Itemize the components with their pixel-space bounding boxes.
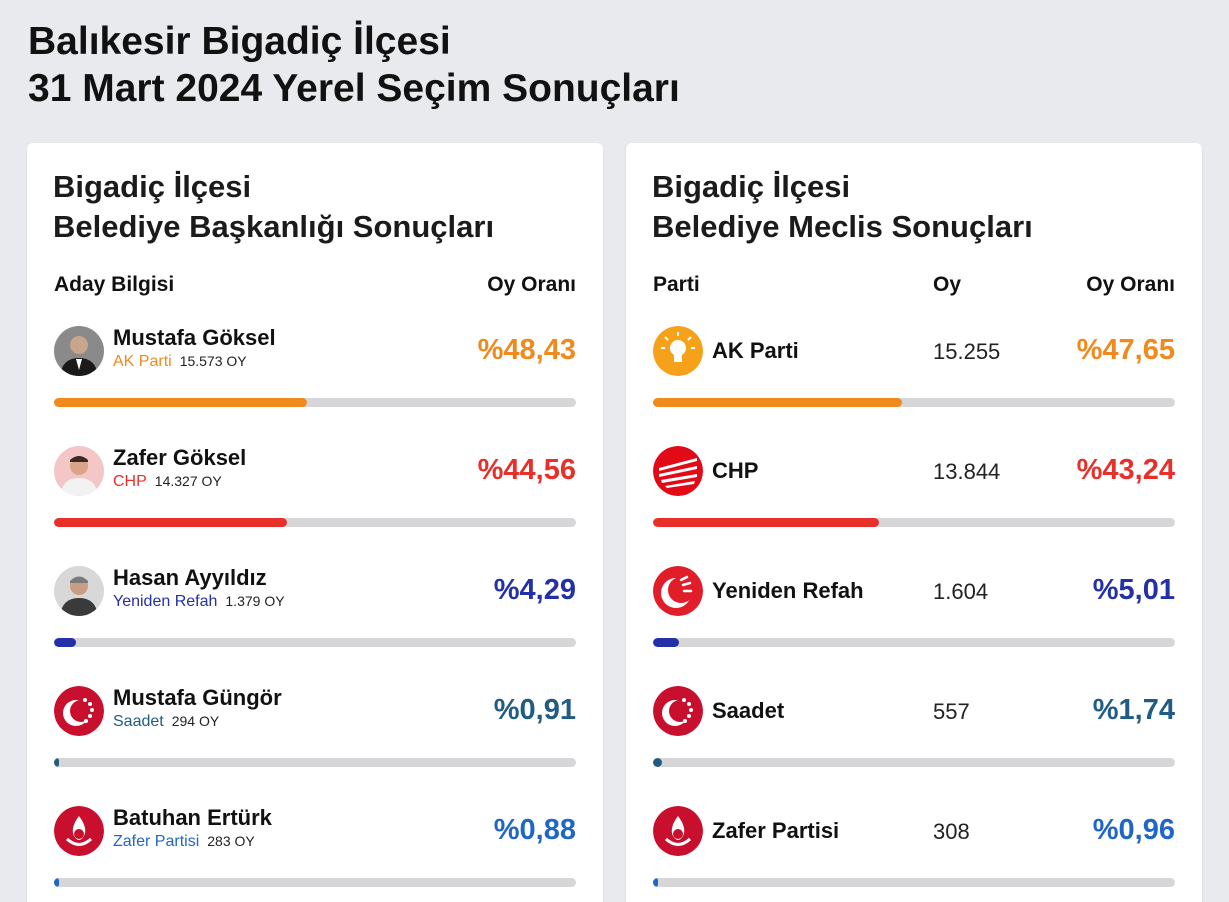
party-row[interactable]: AK Parti 15.255 %47,65 [626,326,1202,446]
party-percentage: %47,65 [1076,334,1175,366]
party-row[interactable]: Saadet 557 %1,74 [626,686,1202,806]
column-header-party: Parti [653,273,700,296]
vote-share-bar-fill [653,758,663,767]
vote-share-bar [653,398,1175,407]
candidate-subline: AK Parti 15.573 OY [113,353,247,371]
saadet-logo-icon [653,686,703,736]
candidate-photo [54,566,104,616]
council-card-title-line2: Belediye Meclis Sonuçları [652,209,1033,244]
vote-share-bar [54,518,576,527]
column-header-rate: Oy Oranı [1086,273,1175,296]
vote-share-bar [653,758,1175,767]
candidate-subline: CHP 14.327 OY [113,473,222,491]
mayor-results-card: Bigadiç İlçesi Belediye Başkanlığı Sonuç… [27,143,603,902]
candidate-name: Zafer Göksel [113,445,247,470]
candidate-subline: Yeniden Refah 1.379 OY [113,593,285,611]
candidate-photo [54,326,104,376]
page-title: Balıkesir Bigadiç İlçesi 31 Mart 2024 Ye… [28,18,680,112]
zafer-logo-icon [54,806,104,856]
party-name: Zafer Partisi [712,818,840,843]
candidate-row[interactable]: Zafer Göksel CHP 14.327 OY %44,56 [27,445,603,566]
candidate-row[interactable]: Mustafa Güngör Saadet 294 OY %0,91 [27,685,603,806]
vote-share-bar-fill [54,878,59,887]
council-card-title: Bigadiç İlçesi Belediye Meclis Sonuçları [652,167,1033,247]
vote-share-bar [54,878,576,887]
zafer-logo-icon [653,806,703,856]
candidate-party: CHP [113,473,147,490]
party-percentage: %5,01 [1092,574,1175,606]
candidate-party: Saadet [113,713,164,730]
party-percentage: %43,24 [1076,454,1175,486]
yenidenrefah-logo-icon [653,566,703,616]
saadet-logo-icon [54,686,104,736]
candidate-name: Batuhan Ertürk [113,805,272,830]
party-row[interactable]: Yeniden Refah 1.604 %5,01 [626,566,1202,686]
candidate-photo [54,446,104,496]
council-card-title-line1: Bigadiç İlçesi [652,169,851,204]
vote-share-bar [54,638,576,647]
party-vote-count: 15.255 [933,339,1001,364]
party-vote-count: 308 [933,819,970,844]
party-row[interactable]: CHP 13.844 %43,24 [626,446,1202,566]
vote-share-bar [653,518,1175,527]
mayor-card-title: Bigadiç İlçesi Belediye Başkanlığı Sonuç… [53,167,494,247]
candidate-name: Mustafa Güngör [113,685,282,710]
candidate-percentage: %0,88 [493,814,576,846]
candidate-party: AK Parti [113,353,172,370]
candidate-subline: Saadet 294 OY [113,713,219,731]
party-vote-count: 1.604 [933,579,989,604]
vote-share-bar [54,758,576,767]
candidate-row[interactable]: Mustafa Göksel AK Parti 15.573 OY %48,43 [27,325,603,446]
vote-share-bar [653,638,1175,647]
vote-share-bar-fill [54,398,307,407]
candidate-votes: 1.379 OY [225,593,285,609]
candidate-percentage: %44,56 [477,454,576,486]
vote-share-bar [54,398,576,407]
vote-share-bar-fill [653,398,902,407]
candidate-row[interactable]: Hasan Ayyıldız Yeniden Refah 1.379 OY %4,… [27,565,603,686]
column-header-rate: Oy Oranı [487,273,576,296]
candidate-percentage: %0,91 [493,694,576,726]
candidate-name: Mustafa Göksel [113,325,276,350]
vote-share-bar-fill [54,518,287,527]
party-name: AK Parti [712,338,799,363]
party-vote-count: 557 [933,699,970,724]
vote-share-bar-fill [653,518,879,527]
vote-share-bar-fill [653,878,658,887]
party-percentage: %1,74 [1092,694,1175,726]
vote-share-bar-fill [653,638,680,647]
candidate-party: Yeniden Refah [113,593,218,610]
party-name: Yeniden Refah [712,578,864,603]
page-title-line2: 31 Mart 2024 Yerel Seçim Sonuçları [28,67,680,110]
candidate-votes: 294 OY [171,713,220,729]
column-header-candidate: Aday Bilgisi [54,273,175,296]
candidate-party: Zafer Partisi [113,833,200,850]
candidate-votes: 15.573 OY [179,353,247,369]
candidate-row[interactable]: Batuhan Ertürk Zafer Partisi 283 OY %0,88 [27,805,603,902]
party-row[interactable]: Zafer Partisi 308 %0,96 [626,806,1202,902]
council-results-card: Bigadiç İlçesi Belediye Meclis Sonuçları… [626,143,1202,902]
chp-logo-icon [653,446,703,496]
akparti-logo-icon [653,326,703,376]
candidate-votes: 283 OY [207,833,255,849]
mayor-card-title-line2: Belediye Başkanlığı Sonuçları [53,209,495,244]
candidate-votes: 14.327 OY [154,473,222,489]
candidate-name: Hasan Ayyıldız [113,565,267,590]
page-title-line1: Balıkesir Bigadiç İlçesi [28,20,451,63]
mayor-card-title-line1: Bigadiç İlçesi [53,169,252,204]
party-name: CHP [712,458,759,483]
party-percentage: %0,96 [1092,814,1175,846]
vote-share-bar-fill [54,758,59,767]
vote-share-bar [653,878,1175,887]
candidate-percentage: %4,29 [493,574,576,606]
column-header-votes: Oy [933,273,962,296]
candidate-percentage: %48,43 [477,334,576,366]
party-vote-count: 13.844 [933,459,1001,484]
vote-share-bar-fill [54,638,77,647]
party-name: Saadet [712,698,785,723]
candidate-subline: Zafer Partisi 283 OY [113,833,255,851]
